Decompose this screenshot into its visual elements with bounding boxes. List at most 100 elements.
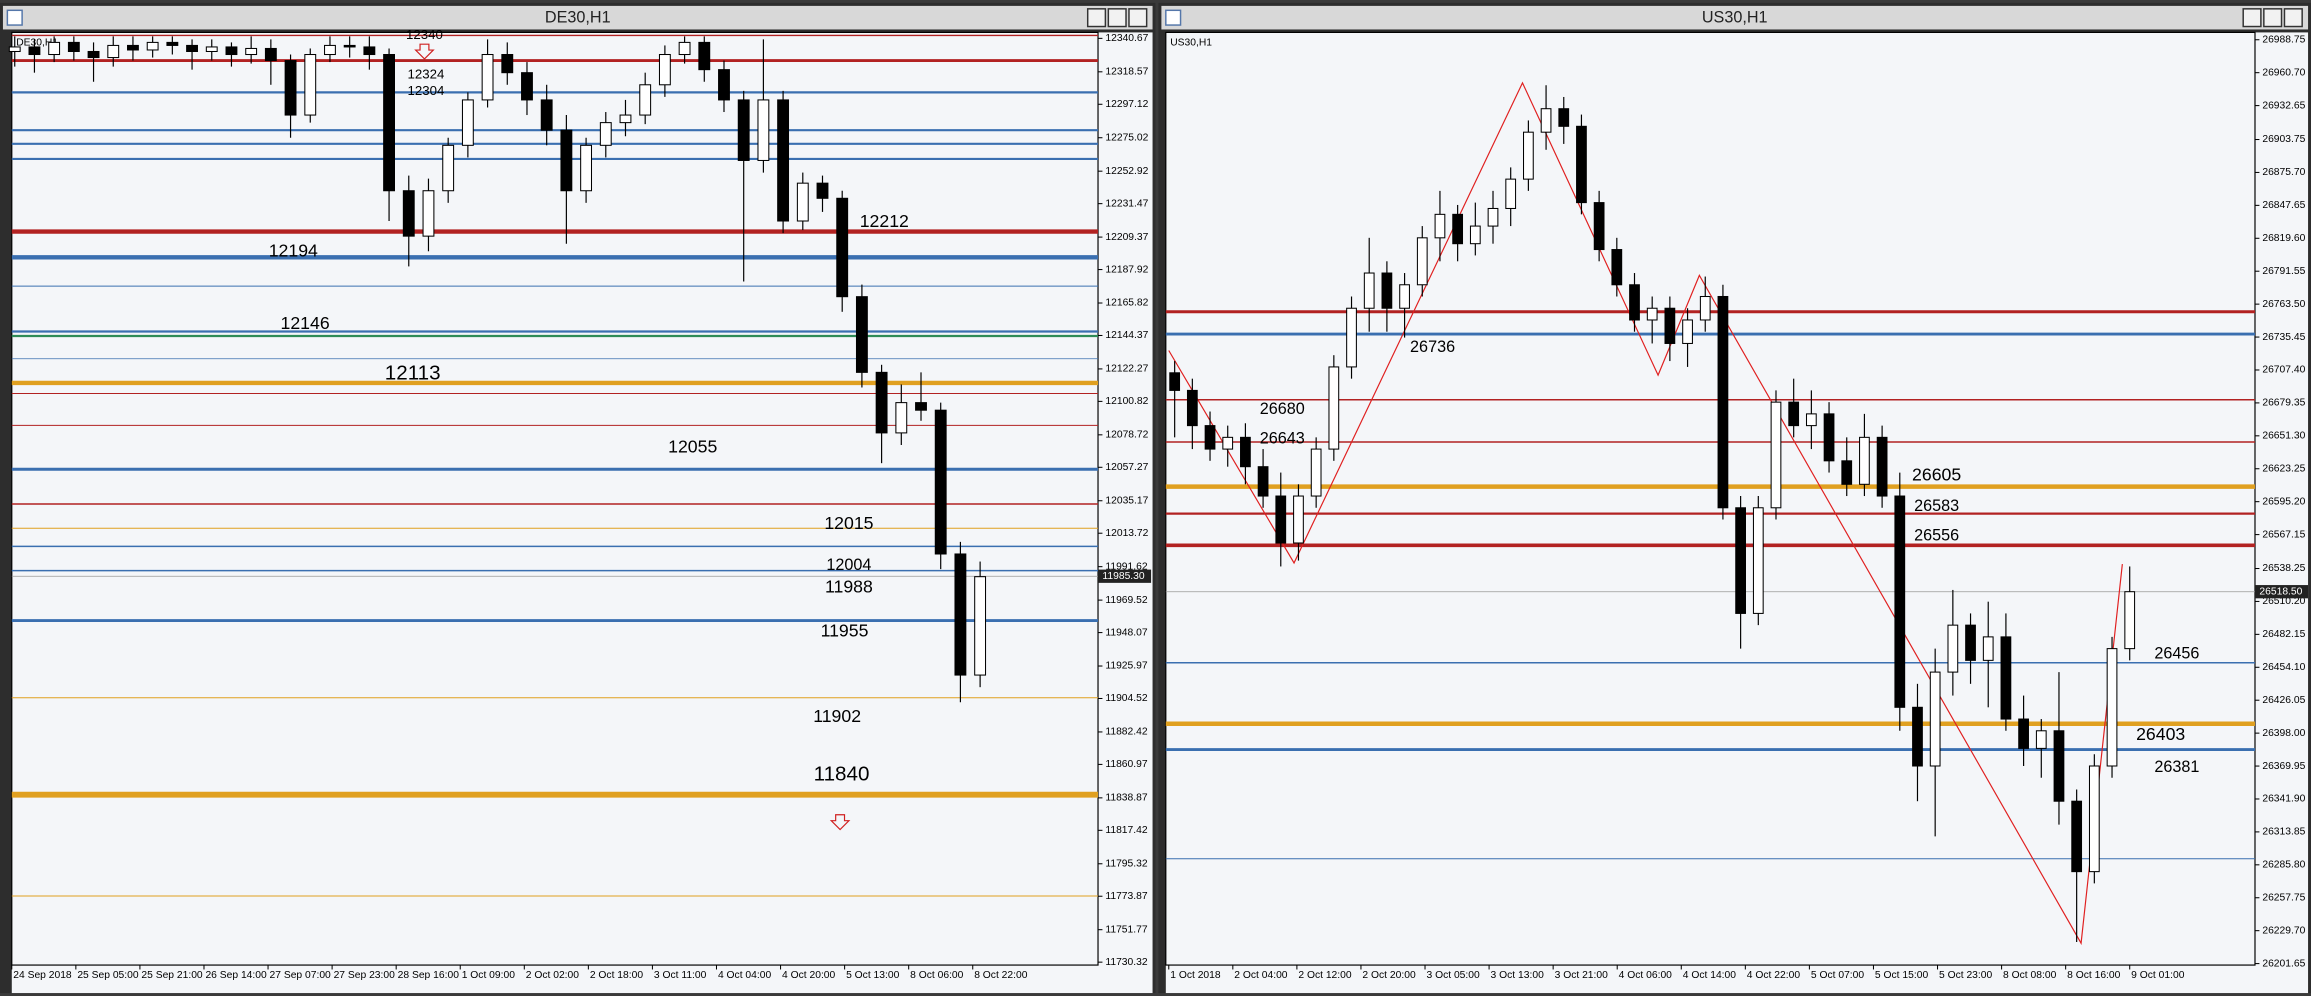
candle-body [895,402,908,434]
price-tick-label: 11882.42 [1105,727,1147,738]
time-label: 2 Oct 18:00 [590,970,644,981]
maximize-button[interactable] [2263,8,2283,28]
price-tick-label: 12318.57 [1105,67,1148,78]
candle-body [796,182,809,222]
time-label: 26 Sep 14:00 [205,970,267,981]
price-tick-label: 26341.90 [2262,794,2305,805]
candle-body [1629,284,1640,321]
plot-border [11,31,1099,966]
price-tick-label: 26426.05 [2262,695,2305,706]
price-tick-label: 11904.52 [1105,693,1147,704]
bid-box [1098,569,1152,583]
time-label: 27 Sep 07:00 [270,970,332,981]
chart-area [11,32,1153,994]
time-label: 2 Oct 20:00 [1362,970,1416,981]
level-label: 12304 [408,83,445,98]
price-tick-label: 11969.52 [1105,595,1147,606]
candle-body [442,144,455,192]
price-tick-label: 26567.15 [2262,529,2305,540]
candle-body [1346,307,1357,368]
time-label: 2 Oct 12:00 [1298,970,1352,981]
level-label: 12340 [406,27,443,42]
candle-body [1540,108,1552,133]
minimize-button[interactable] [1086,8,1107,28]
time-label: 3 Oct 21:00 [1555,970,1609,981]
candle-body [166,41,179,46]
price-tick-label: 12252.92 [1105,166,1148,177]
candle-body [1947,624,1959,673]
level-label: 11902 [813,706,861,726]
price-tick-label: 11751.77 [1105,924,1147,935]
candle-body [2053,730,2065,802]
candle-body [1310,448,1322,497]
candle-body [304,53,317,116]
bid-label: 26518.50 [2259,586,2302,597]
candle-body [2018,718,2029,749]
price-tick-label: 11948.07 [1105,627,1147,638]
candle-body [580,144,593,192]
price-tick-label: 26932.65 [2262,100,2305,111]
candle-body [1593,202,1605,251]
level-label: 26605 [1912,465,1961,485]
symbol-label: DE30,H1 [16,37,58,48]
candle-body [639,84,652,116]
price-tick-label: 12057.27 [1105,462,1148,473]
candle-body [560,129,573,192]
price-tick-label: 12187.92 [1105,264,1148,275]
candle-body [1469,225,1481,245]
candle-body [1611,249,1623,286]
candle-body [1505,178,1517,209]
zigzag-line [1168,81,2123,946]
price-tick-label: 26369.95 [2262,761,2305,772]
price-tick-label: 26229.70 [2262,925,2305,936]
price-tick-label: 26257.75 [2262,892,2305,903]
arrow-icon [829,814,851,831]
price-tick-label: 12231.47 [1105,198,1148,209]
chart-window: US30,H1 US30,H1 26988.75 26960.70 26932.65 26… [1158,2,2311,994]
level-label: 26736 [1410,338,1455,356]
level-label: 11840 [814,762,870,785]
candle-body [1717,295,1729,509]
price-tick-label: 12122.27 [1105,364,1148,375]
price-tick-label: 26398.00 [2262,728,2305,739]
candle-body [698,41,711,71]
candle-body [1328,366,1340,450]
candle-body [1576,125,1587,204]
candle-body [383,53,396,192]
candle-body [87,50,100,59]
price-tick-label: 12297.12 [1105,99,1148,110]
close-button[interactable] [1128,8,1148,28]
price-tick-label: 26875.70 [2262,167,2305,178]
price-tick-label: 26510.20 [2262,596,2305,607]
candle-body [107,44,120,59]
price-tick-label: 26651.30 [2262,431,2305,442]
time-label: 1 Oct 09:00 [462,970,516,981]
time-label: 5 Oct 15:00 [1875,970,1929,981]
candle-body [1788,401,1800,427]
candle-body [1894,495,1906,708]
candle-body [402,190,415,237]
time-label: 25 Sep 21:00 [141,970,203,981]
bid-box [2254,585,2309,599]
candle-body [1487,207,1499,227]
price-tick-label: 26735.45 [2262,332,2305,343]
price-tick-label: 26847.65 [2262,200,2305,211]
window-title: US30,H1 [1702,9,1768,27]
price-tick-label: 12165.82 [1105,298,1148,309]
level-label: 26583 [1914,497,1959,515]
candle-body [1912,706,1923,767]
level-label: 26381 [2154,758,2199,776]
candle-body [245,47,258,56]
candle-body [8,46,21,53]
close-button[interactable] [2283,8,2303,28]
maximize-button[interactable] [1107,8,1127,28]
time-label: 5 Oct 23:00 [1939,970,1993,981]
candle-body [2000,636,2012,720]
window-icon [6,9,23,26]
time-label: 4 Oct 04:00 [718,970,772,981]
time-label: 4 Oct 14:00 [1683,970,1737,981]
candle-body [284,60,297,116]
candle-body [737,99,750,161]
price-tick-label: 11925.97 [1105,661,1147,672]
minimize-button[interactable] [2242,8,2262,28]
